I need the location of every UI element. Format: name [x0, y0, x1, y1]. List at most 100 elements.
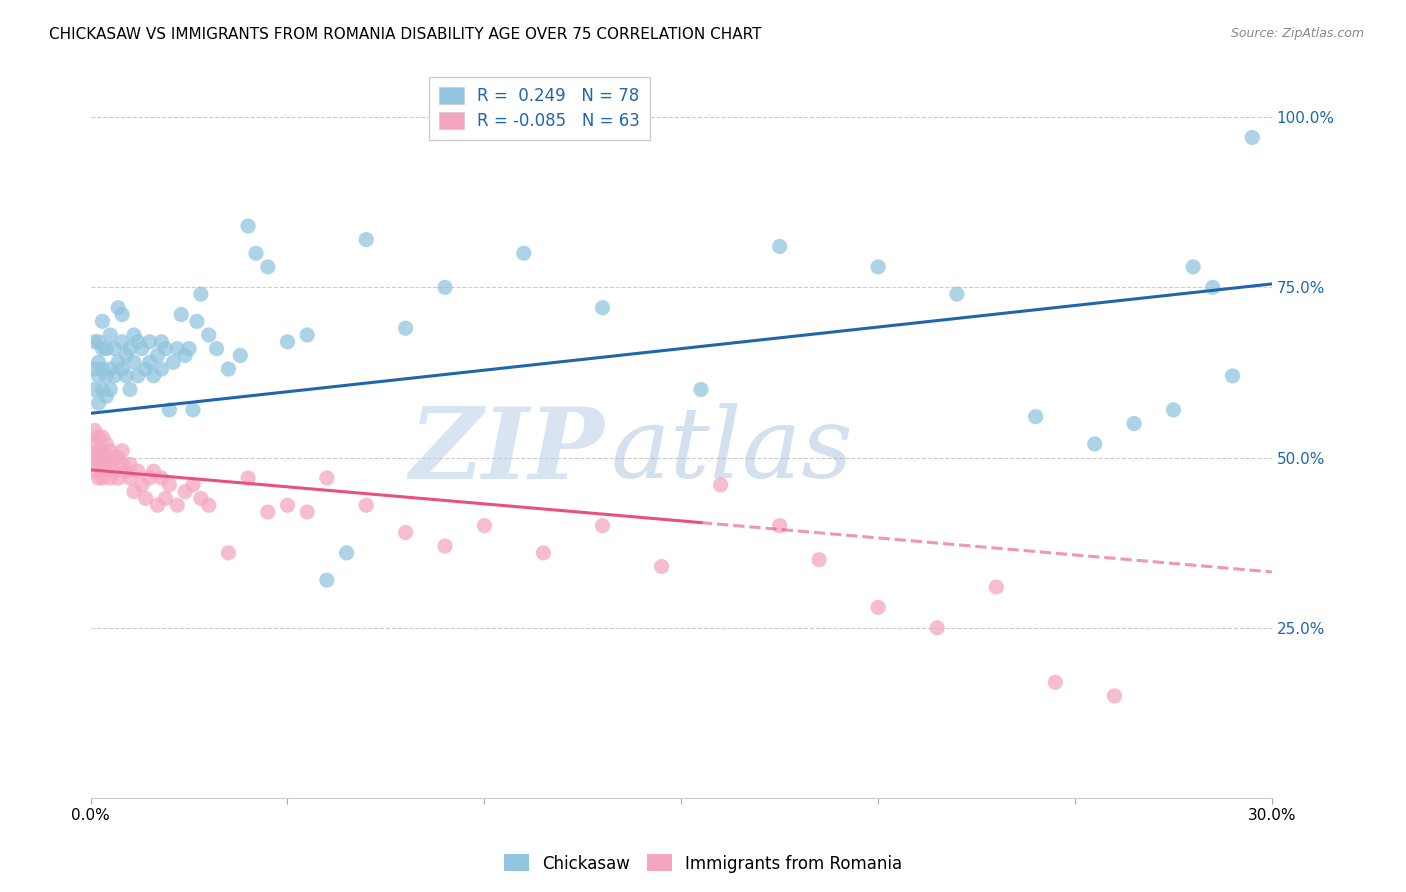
- Point: [295, 328, 318, 343]
- Point: [808, 552, 831, 566]
- Text: CHICKASAW VS IMMIGRANTS FROM ROMANIA DISABILITY AGE OVER 75 CORRELATION CHART: CHICKASAW VS IMMIGRANTS FROM ROMANIA DIS…: [49, 27, 762, 42]
- Point: [150, 334, 173, 349]
- Point: [197, 498, 219, 512]
- Point: [236, 471, 259, 485]
- Point: [177, 342, 200, 356]
- Point: [174, 484, 197, 499]
- Point: [118, 458, 141, 472]
- Point: [513, 246, 536, 260]
- Point: [91, 443, 114, 458]
- Point: [87, 334, 110, 349]
- Point: [98, 471, 121, 485]
- Point: [1182, 260, 1205, 274]
- Point: [111, 308, 134, 322]
- Point: [103, 342, 125, 356]
- Point: [217, 362, 239, 376]
- Point: [394, 321, 416, 335]
- Point: [103, 450, 125, 465]
- Point: [91, 314, 114, 328]
- Point: [256, 505, 278, 519]
- Point: [927, 621, 949, 635]
- Point: [181, 403, 204, 417]
- Point: [122, 355, 145, 369]
- Point: [1045, 675, 1067, 690]
- Point: [592, 518, 614, 533]
- Point: [118, 471, 141, 485]
- Point: [205, 342, 228, 356]
- Point: [131, 342, 153, 356]
- Point: [394, 525, 416, 540]
- Point: [135, 362, 157, 376]
- Point: [1202, 280, 1225, 294]
- Text: ZIP: ZIP: [409, 402, 605, 499]
- Point: [315, 471, 337, 485]
- Point: [1104, 689, 1126, 703]
- Point: [91, 342, 114, 356]
- Point: [96, 437, 118, 451]
- Point: [83, 362, 105, 376]
- Point: [115, 464, 138, 478]
- Point: [127, 464, 149, 478]
- Point: [96, 342, 118, 356]
- Point: [868, 260, 890, 274]
- Point: [1163, 403, 1185, 417]
- Point: [162, 355, 184, 369]
- Point: [256, 260, 278, 274]
- Point: [98, 443, 121, 458]
- Point: [354, 498, 377, 512]
- Point: [335, 546, 357, 560]
- Point: [236, 219, 259, 233]
- Point: [276, 334, 298, 349]
- Point: [87, 443, 110, 458]
- Point: [91, 383, 114, 397]
- Point: [87, 368, 110, 383]
- Text: Source: ZipAtlas.com: Source: ZipAtlas.com: [1230, 27, 1364, 40]
- Point: [91, 458, 114, 472]
- Point: [354, 233, 377, 247]
- Point: [690, 383, 713, 397]
- Point: [138, 334, 160, 349]
- Point: [135, 491, 157, 506]
- Point: [769, 518, 792, 533]
- Point: [186, 314, 208, 328]
- Point: [150, 471, 173, 485]
- Point: [174, 348, 197, 362]
- Point: [127, 334, 149, 349]
- Point: [96, 450, 118, 465]
- Point: [190, 287, 212, 301]
- Point: [166, 498, 188, 512]
- Point: [217, 546, 239, 560]
- Point: [1222, 368, 1244, 383]
- Point: [946, 287, 969, 301]
- Point: [83, 464, 105, 478]
- Point: [98, 362, 121, 376]
- Point: [138, 355, 160, 369]
- Point: [474, 518, 496, 533]
- Point: [142, 464, 165, 478]
- Point: [103, 368, 125, 383]
- Point: [91, 362, 114, 376]
- Point: [434, 280, 457, 294]
- Point: [197, 328, 219, 343]
- Point: [83, 334, 105, 349]
- Point: [190, 491, 212, 506]
- Point: [91, 430, 114, 444]
- Point: [87, 355, 110, 369]
- Point: [146, 498, 169, 512]
- Point: [868, 600, 890, 615]
- Point: [103, 464, 125, 478]
- Point: [155, 342, 177, 356]
- Point: [157, 403, 180, 417]
- Point: [96, 368, 118, 383]
- Point: [1084, 437, 1107, 451]
- Point: [181, 478, 204, 492]
- Point: [138, 471, 160, 485]
- Point: [1123, 417, 1146, 431]
- Point: [118, 342, 141, 356]
- Legend: R =  0.249   N = 78, R = -0.085   N = 63: R = 0.249 N = 78, R = -0.085 N = 63: [429, 77, 650, 140]
- Point: [166, 342, 188, 356]
- Point: [111, 362, 134, 376]
- Point: [142, 368, 165, 383]
- Point: [115, 348, 138, 362]
- Point: [315, 573, 337, 587]
